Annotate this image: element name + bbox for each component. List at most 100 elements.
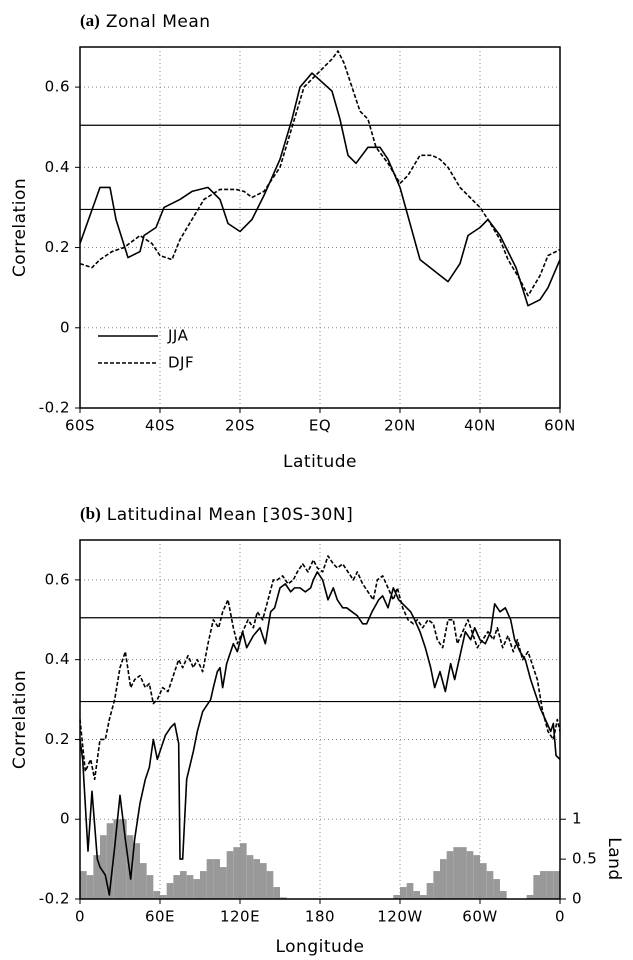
land-bar: [113, 819, 120, 899]
x-tick-label: 20S: [225, 417, 255, 435]
y-tick-label: 0.6: [45, 570, 70, 588]
land-bar: [393, 895, 400, 899]
y-axis-label: Correlation: [10, 178, 30, 277]
land-bar: [193, 879, 200, 899]
land-bar: [493, 879, 500, 899]
land-bar: [220, 867, 227, 899]
land-bar: [426, 883, 434, 899]
x-tick-label: 60W: [462, 908, 497, 926]
land-bar: [126, 835, 134, 899]
x-tick-label: 120E: [220, 908, 260, 926]
land-bar: [106, 823, 114, 899]
land-bar: [246, 855, 254, 899]
y2-tick-label: 0: [572, 890, 582, 908]
land-bar: [440, 859, 447, 899]
land-bar: [140, 863, 147, 899]
land-bar: [100, 835, 107, 899]
land-bar: [553, 871, 560, 899]
title-label: (a): [80, 11, 100, 30]
land-bar: [93, 855, 100, 899]
land-bar: [480, 863, 487, 899]
y-tick-label: 0.2: [45, 238, 70, 256]
land-bar: [486, 871, 494, 899]
land-bar: [146, 875, 154, 899]
land-bar: [226, 851, 234, 899]
land-bar: [546, 871, 554, 899]
land-bar: [433, 871, 440, 899]
x-tick-label: 60N: [544, 417, 576, 435]
land-bar: [200, 871, 207, 899]
land-bar: [453, 847, 460, 899]
land-bar: [206, 859, 214, 899]
series-line: [79, 571, 561, 896]
x-tick-label: 60E: [145, 908, 175, 926]
land-bar: [166, 883, 174, 899]
x-tick-label: 20N: [384, 417, 416, 435]
land-bar: [473, 855, 480, 899]
chart-title: (b) Latitudinal Mean [30S-30N]: [80, 504, 353, 525]
land-bar: [533, 875, 540, 899]
land-bar: [526, 895, 534, 899]
land-bar: [413, 891, 420, 899]
plot-frame: [79, 46, 561, 409]
land-bar: [280, 897, 287, 899]
land-bar: [86, 875, 94, 899]
land-bar: [260, 863, 267, 899]
series-line: [79, 72, 561, 307]
y-tick-label: 0.4: [45, 650, 70, 668]
y-tick-label: 0: [60, 318, 70, 336]
x-axis-label: Latitude: [283, 452, 357, 472]
y-tick-label: 0.6: [45, 78, 70, 96]
series-line: [79, 555, 561, 781]
y-tick-label: 0: [60, 810, 70, 828]
land-bar: [253, 859, 260, 899]
legend-label: JJA: [167, 327, 189, 345]
y-tick-label: 0.4: [45, 158, 70, 176]
land-bar: [540, 871, 547, 899]
land-bar: [180, 871, 187, 899]
x-tick-label: 120W: [377, 908, 422, 926]
land-bar: [273, 887, 280, 899]
y-tick-label: -0.2: [39, 890, 70, 908]
land-bar: [120, 819, 127, 899]
land-bar: [186, 875, 194, 899]
title-text: Zonal Mean: [106, 12, 211, 32]
y-tick-label: -0.2: [39, 399, 70, 417]
legend-label: DJF: [168, 354, 194, 372]
land-bar: [80, 871, 87, 899]
chart-title: (a) Zonal Mean: [80, 11, 211, 32]
land-bar: [160, 895, 167, 899]
land-bar: [213, 859, 220, 899]
y2-tick-label: 0.5: [572, 850, 597, 868]
x-tick-label: 60S: [65, 417, 95, 435]
land-bar: [400, 887, 407, 899]
land-bar: [233, 847, 240, 899]
y2-tick-label: 1: [572, 810, 582, 828]
land-bar: [133, 843, 140, 899]
series-line: [79, 50, 561, 297]
land-bar: [173, 875, 180, 899]
land-bar: [466, 851, 474, 899]
title-text: Latitudinal Mean [30S-30N]: [107, 505, 353, 525]
land-bar: [266, 871, 274, 899]
y2-axis-label: Land: [604, 837, 624, 880]
title-label: (b): [80, 504, 101, 523]
x-tick-label: 180: [305, 908, 335, 926]
land-bar: [240, 843, 247, 899]
plot-frame: [79, 539, 561, 900]
y-tick-label: 0.2: [45, 730, 70, 748]
land-bar: [446, 851, 454, 899]
land-bar: [460, 847, 467, 899]
land-bar: [406, 883, 414, 899]
land-bar: [420, 895, 427, 899]
x-tick-label: 40N: [464, 417, 496, 435]
x-axis-label: Longitude: [275, 937, 364, 957]
land-bar: [500, 891, 507, 899]
x-tick-label: EQ: [309, 417, 331, 435]
x-tick-label: 0: [75, 908, 85, 926]
y-axis-label: Correlation: [10, 670, 30, 769]
x-tick-label: 40S: [145, 417, 175, 435]
land-bar: [153, 891, 160, 899]
x-tick-label: 0: [555, 908, 565, 926]
